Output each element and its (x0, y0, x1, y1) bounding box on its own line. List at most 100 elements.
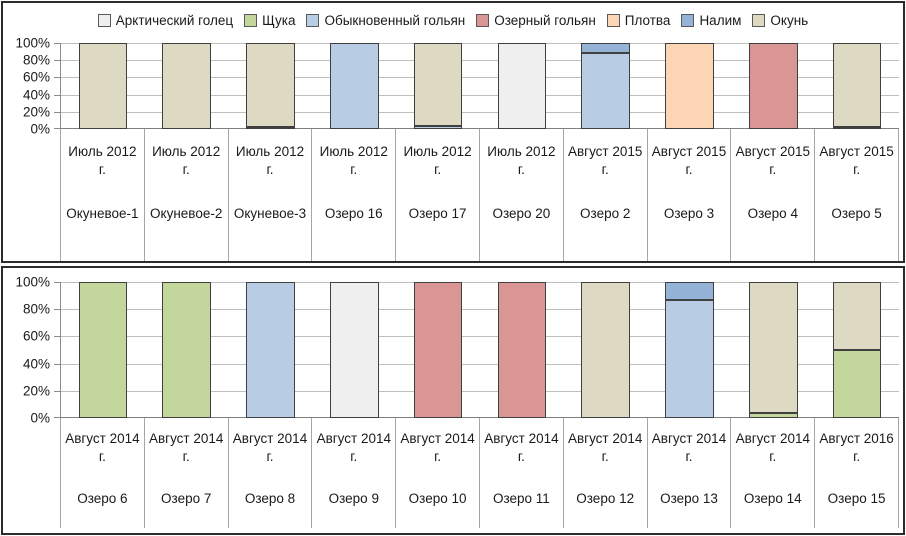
y-axis-tick-label: 60% (22, 69, 50, 85)
legend-item-perch: Окунь (752, 13, 808, 28)
bar-segment-lake-minnow (497, 282, 547, 418)
category-site-label: Озеро 6 (77, 490, 128, 506)
bar-column (61, 43, 145, 129)
bar-segment-common-minnow (246, 282, 295, 418)
gridline (61, 60, 899, 62)
x-axis-line (61, 128, 899, 129)
bar-column (731, 282, 815, 418)
category-period-label: Июль 2012 г. (487, 144, 556, 177)
plot-area (60, 43, 899, 129)
category-site-label: Озеро 3 (663, 205, 715, 221)
category-site-label: Озеро 2 (580, 205, 631, 221)
category-site-label: Окуневое-3 (233, 205, 307, 221)
top-chart-body: 100% 80% 60% 40% 20% 0% Июль 2012 г. Окуневое-… (3, 36, 903, 261)
y-axis-tick-label: 0% (30, 121, 50, 137)
category-site-label: Озеро 17 (408, 205, 467, 221)
top-chart-panel: Арктический голец Щука Обыкновенный гольян… (1, 1, 905, 263)
y-axis-tick-mark (54, 43, 60, 44)
top-chart-main: Июль 2012 г. Окуневое-1 Июль 2012 г. Окунев… (60, 43, 899, 261)
category-period-label: Июль 2012 г. (152, 144, 221, 177)
legend-item-roach: Плотва (606, 13, 670, 28)
category-period-label: Август 2014 г. (484, 431, 559, 464)
y-axis-tick-mark (54, 111, 60, 113)
bar-segment-perch (832, 282, 882, 350)
gridline (61, 390, 899, 392)
bar-column (145, 282, 229, 418)
bar-column (61, 282, 145, 418)
category-cell: Август 2014 г. Озеро 12 (564, 418, 648, 528)
category-cell: Август 2014 г. Озеро 10 (396, 418, 480, 528)
bar-column (815, 43, 899, 129)
category-period-label: Август 2014 г. (400, 431, 475, 464)
category-cell: Август 2014 г. Озеро 8 (229, 418, 313, 528)
category-site-label: Озеро 8 (244, 490, 296, 506)
y-axis-tick-label: 100% (15, 274, 50, 290)
y-axis-tick-mark (54, 282, 60, 283)
category-period-label: Август 2014 г. (232, 431, 308, 464)
category-axis: Июль 2012 г. Окуневое-1 Июль 2012 г. Окунев… (60, 129, 899, 261)
bar-segment-lake-minnow (748, 43, 798, 129)
category-period-label: Август 2015 г. (735, 144, 810, 177)
bar-segment-pike (748, 412, 798, 418)
bar-column (648, 43, 732, 129)
category-cell: Август 2015 г. Озеро 3 (648, 129, 732, 261)
legend-item-arctic-char: Арктический голец (97, 13, 233, 28)
bar-segment-burbot (832, 127, 882, 129)
category-period-label: Июль 2012 г. (403, 144, 472, 177)
category-site-label: Озеро 9 (328, 490, 379, 506)
bar-column (731, 43, 815, 129)
category-site-label: Озеро 4 (747, 205, 798, 221)
bar-column (145, 43, 229, 129)
category-period-label: Август 2015 г. (651, 144, 727, 177)
y-axis-tick-mark (54, 363, 60, 365)
legend-label-lake-minnow: Озерный гольян (494, 12, 596, 28)
category-cell: Август 2015 г. Озеро 2 (564, 129, 648, 261)
bar-segment-perch (246, 43, 295, 128)
y-axis-tick-mark (54, 309, 60, 311)
bar-column (396, 282, 480, 418)
bar-segment-common-minnow (329, 43, 379, 129)
bar-segment-burbot (665, 282, 714, 300)
category-cell: Август 2016 г. Озеро 15 (815, 418, 899, 528)
bottom-chart-body: 100% 80% 60% 40% 20% 0% Август 2014 г. Озеро 6… (3, 275, 903, 528)
category-site-label: Озеро 11 (492, 490, 550, 506)
bar-segment-pike (78, 282, 128, 418)
bar-segment-arctic-char (329, 282, 379, 418)
legend-swatch-arctic-char (97, 13, 111, 27)
category-cell: Июль 2012 г. Озеро 20 (480, 129, 564, 261)
bar-segment-perch (748, 282, 798, 413)
legend-label-perch: Окунь (770, 12, 809, 28)
bar-segment-perch (581, 282, 630, 418)
gridline (61, 282, 899, 283)
bar-segment-common-minnow (413, 126, 463, 129)
bar-segment-roach (665, 43, 714, 129)
legend-swatch-lake-minnow (476, 13, 490, 27)
category-period-label: Август 2014 г. (148, 431, 224, 464)
y-axis-tick-label: 20% (22, 104, 50, 120)
category-period-label: Август 2016 г. (819, 431, 894, 464)
category-period-label: Август 2014 г. (316, 431, 391, 464)
category-cell: Июль 2012 г. Озеро 17 (396, 129, 480, 261)
category-cell: Июль 2012 г. Озеро 16 (312, 129, 397, 261)
bar-column (396, 43, 480, 129)
gridline (61, 363, 899, 365)
gridline (61, 77, 899, 79)
legend-swatch-burbot (681, 13, 695, 27)
legend-label-burbot: Налим (699, 12, 742, 28)
bar-column (229, 282, 313, 418)
bar-segment-arctic-char (497, 43, 547, 129)
category-period-label: Август 2014 г. (735, 431, 810, 464)
category-site-label: Озеро 5 (831, 205, 882, 221)
y-axis-tick-label: 40% (22, 356, 50, 372)
y-axis-tick-mark (54, 60, 60, 62)
legend-item-burbot: Налим (681, 13, 741, 28)
y-axis-tick-mark (54, 390, 60, 392)
legend-item-common-minnow: Обыкновенный гольян (306, 13, 465, 28)
x-axis-line (61, 417, 899, 418)
y-axis-tick-mark (54, 77, 60, 79)
category-period-label: Август 2015 г. (819, 144, 894, 177)
category-cell: Июль 2012 г. Окуневое-3 (229, 129, 313, 261)
bar-column (564, 282, 648, 418)
bar-segment-common-minnow (581, 53, 630, 129)
